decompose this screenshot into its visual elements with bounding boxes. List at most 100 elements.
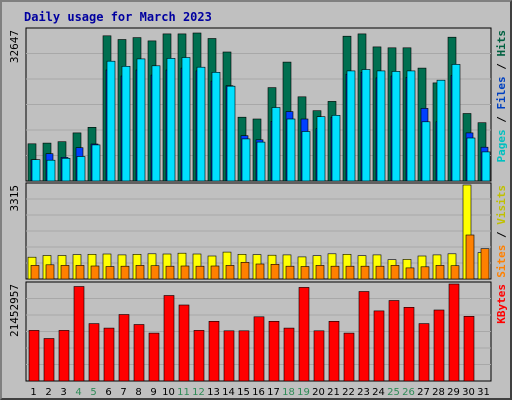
x-tick-day-13: 13 xyxy=(207,387,220,398)
bar-sites-day-6 xyxy=(105,266,115,280)
bar-pages-day-29 xyxy=(451,64,461,182)
bar-sites-day-5 xyxy=(90,265,100,280)
bar-sites-day-1 xyxy=(30,265,40,280)
bar-kbytes-day-21 xyxy=(328,320,340,382)
bar-kbytes-day-9 xyxy=(148,332,160,382)
series-label-part: Pages xyxy=(495,129,508,162)
x-tick-day-19: 19 xyxy=(297,387,310,398)
bar-sites-day-22 xyxy=(345,265,355,280)
x-tick-day-1: 1 xyxy=(30,387,36,398)
bar-kbytes-day-29 xyxy=(448,283,460,382)
bar-kbytes-day-6 xyxy=(103,327,115,382)
bar-sites-day-2 xyxy=(45,264,55,280)
bar-pages-day-22 xyxy=(346,70,356,182)
bar-pages-day-4 xyxy=(76,156,86,182)
bar-kbytes-day-19 xyxy=(298,287,310,382)
bar-pages-day-18 xyxy=(286,118,296,182)
bar-kbytes-day-3 xyxy=(58,330,70,382)
bar-kbytes-day-8 xyxy=(133,324,145,382)
bar-sites-day-23 xyxy=(360,265,370,280)
bar-pages-day-25 xyxy=(391,71,401,182)
bar-pages-day-21 xyxy=(331,115,341,182)
bar-kbytes-day-15 xyxy=(238,330,250,382)
bar-kbytes-day-4 xyxy=(73,286,85,382)
bar-pages-day-31 xyxy=(481,151,491,182)
bar-kbytes-day-30 xyxy=(463,315,475,382)
series-label-part: / xyxy=(495,225,508,245)
bar-sites-day-10 xyxy=(165,265,175,280)
x-tick-day-31: 31 xyxy=(477,387,490,398)
bar-kbytes-day-25 xyxy=(388,300,400,382)
bar-sites-day-9 xyxy=(150,265,160,280)
bar-sites-day-8 xyxy=(135,265,145,280)
x-tick-day-23: 23 xyxy=(357,387,370,398)
x-tick-day-20: 20 xyxy=(312,387,325,398)
bar-pages-day-28 xyxy=(436,79,446,182)
bar-pages-day-9 xyxy=(151,65,161,182)
bar-pages-day-17 xyxy=(271,107,281,182)
bar-kbytes-day-26 xyxy=(403,306,415,382)
bar-sites-day-20 xyxy=(315,265,325,280)
series-label-part: Hits xyxy=(495,30,508,57)
x-tick-day-26: 26 xyxy=(402,387,415,398)
bar-sites-day-14 xyxy=(225,265,235,280)
x-tick-day-30: 30 xyxy=(462,387,475,398)
x-tick-day-16: 16 xyxy=(252,387,265,398)
x-tick-day-27: 27 xyxy=(417,387,430,398)
x-tick-day-2: 2 xyxy=(45,387,51,398)
bar-sites-day-26 xyxy=(405,267,415,280)
x-tick-day-14: 14 xyxy=(222,387,235,398)
bar-pages-day-1 xyxy=(31,159,41,182)
bar-sites-day-25 xyxy=(390,265,400,280)
bar-kbytes-day-23 xyxy=(358,291,370,382)
series-label-part: / xyxy=(495,57,508,77)
bar-kbytes-day-18 xyxy=(283,327,295,382)
bar-pages-day-13 xyxy=(211,72,221,182)
panel-3-series-label: KBytes xyxy=(495,284,508,324)
x-tick-day-11: 11 xyxy=(177,387,190,398)
bar-kbytes-day-20 xyxy=(313,330,325,382)
bar-kbytes-day-22 xyxy=(343,332,355,382)
x-tick-day-25: 25 xyxy=(387,387,400,398)
x-tick-day-10: 10 xyxy=(162,387,175,398)
bar-pages-day-16 xyxy=(256,141,266,182)
bar-sites-day-29 xyxy=(450,265,460,280)
x-tick-day-15: 15 xyxy=(237,387,250,398)
bar-sites-day-4 xyxy=(75,265,85,280)
bar-pages-day-14 xyxy=(226,85,236,182)
series-label-part: Sites xyxy=(495,245,508,278)
x-tick-day-21: 21 xyxy=(327,387,340,398)
bar-pages-day-30 xyxy=(466,137,476,182)
bar-sites-day-19 xyxy=(300,266,310,280)
bar-pages-day-26 xyxy=(406,70,416,182)
x-tick-day-12: 12 xyxy=(192,387,205,398)
bar-sites-day-24 xyxy=(375,265,385,280)
x-tick-day-18: 18 xyxy=(282,387,295,398)
bar-kbytes-day-14 xyxy=(223,330,235,382)
bar-sites-day-28 xyxy=(435,265,445,280)
bar-pages-day-20 xyxy=(316,116,326,182)
bar-sites-day-16 xyxy=(255,263,265,280)
bar-kbytes-day-11 xyxy=(178,304,190,382)
series-label-part: KBytes xyxy=(495,284,508,324)
bar-pages-day-5 xyxy=(91,144,101,182)
panel-3-axis-max-label: 21452957 xyxy=(8,284,21,337)
bar-pages-day-2 xyxy=(46,159,56,182)
bar-pages-day-6 xyxy=(106,60,116,182)
x-tick-day-24: 24 xyxy=(372,387,385,398)
x-tick-day-22: 22 xyxy=(342,387,355,398)
x-tick-day-8: 8 xyxy=(135,387,141,398)
bar-kbytes-day-12 xyxy=(193,330,205,382)
bar-pages-day-12 xyxy=(196,66,206,182)
bar-sites-day-17 xyxy=(270,263,280,280)
panel-2-series-label: Sites / Visits xyxy=(495,185,508,278)
bar-pages-day-19 xyxy=(301,131,311,182)
bar-kbytes-day-10 xyxy=(163,295,175,382)
bar-pages-day-10 xyxy=(166,58,176,182)
panel-2-axis-max-label: 3315 xyxy=(8,185,21,212)
bar-kbytes-day-13 xyxy=(208,320,220,382)
bar-pages-day-11 xyxy=(181,57,191,182)
bar-pages-day-3 xyxy=(61,158,71,182)
bar-pages-day-7 xyxy=(121,66,131,182)
